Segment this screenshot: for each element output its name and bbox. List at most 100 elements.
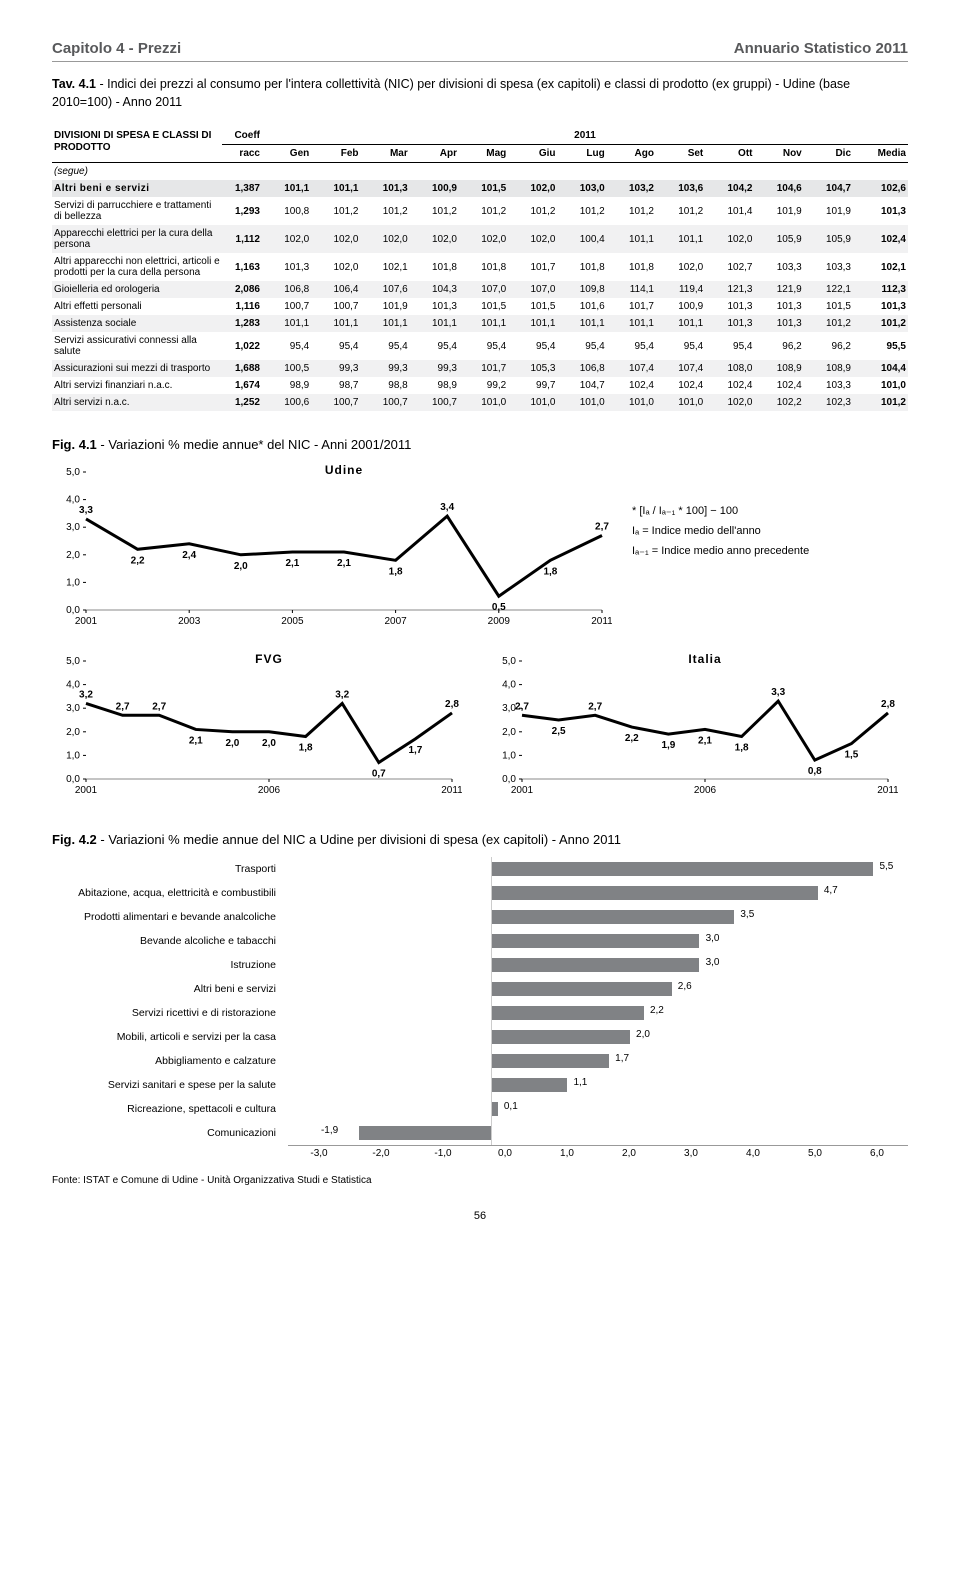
- row-coeff: 1,293: [222, 197, 262, 225]
- svg-text:2,7: 2,7: [116, 701, 130, 712]
- bar: [491, 958, 700, 972]
- cell: 99,3: [311, 360, 360, 377]
- row-label: Servizi assicurativi connessi alla salut…: [52, 332, 222, 360]
- col-month: Apr: [410, 145, 459, 163]
- bar-label: Ricreazione, spettacoli e cultura: [52, 1103, 282, 1115]
- cell: 112,3: [853, 281, 908, 298]
- bar-row: Servizi ricettivi e di ristorazione2,2: [52, 1001, 908, 1025]
- cell: 104,7: [558, 377, 607, 394]
- bar-row: Ricreazione, spettacoli e cultura0,1: [52, 1097, 908, 1121]
- bar-value: 2,2: [650, 1005, 664, 1016]
- svg-text:2006: 2006: [258, 785, 281, 796]
- table-title: Tav. 4.1 - Indici dei prezzi al consumo …: [52, 76, 908, 111]
- bar-label: Istruzione: [52, 959, 282, 971]
- row-label: Assistenza sociale: [52, 315, 222, 332]
- segue: (segue): [52, 163, 908, 181]
- cell: 101,0: [558, 394, 607, 411]
- col-year: 2011: [262, 127, 908, 145]
- cell: 106,8: [262, 281, 311, 298]
- svg-text:3,0: 3,0: [66, 522, 80, 533]
- bar-area: 3,5: [282, 909, 908, 925]
- bar: [491, 886, 818, 900]
- bar-value: 2,0: [636, 1029, 650, 1040]
- svg-text:2,0: 2,0: [225, 738, 239, 749]
- bar: [491, 934, 700, 948]
- chart-udine: 0,01,02,03,04,05,02001200320052007200920…: [52, 462, 612, 637]
- cell: 106,8: [558, 360, 607, 377]
- axis-tick: -1,0: [412, 1148, 474, 1159]
- cell: 102,0: [656, 253, 705, 281]
- svg-text:2,7: 2,7: [515, 701, 529, 712]
- cell: 101,2: [656, 197, 705, 225]
- svg-text:2001: 2001: [75, 785, 98, 796]
- cell: 100,7: [410, 394, 459, 411]
- cell: 100,7: [311, 394, 360, 411]
- row-coeff: 2,086: [222, 281, 262, 298]
- cell: 102,4: [755, 377, 804, 394]
- bar-area: 0,1: [282, 1101, 908, 1117]
- svg-text:2,7: 2,7: [588, 701, 602, 712]
- cell: 105,3: [508, 360, 557, 377]
- bar: [491, 1102, 498, 1116]
- col-division: DIVISIONI DI SPESA E CLASSI DI PRODOTTO: [52, 127, 222, 163]
- bar-value: 3,5: [740, 909, 754, 920]
- bar-row: Trasporti5,5: [52, 857, 908, 881]
- col-month: Ago: [607, 145, 656, 163]
- bar-label: Abbigliamento e calzature: [52, 1055, 282, 1067]
- cell: 102,0: [311, 225, 360, 253]
- bar: [491, 910, 734, 924]
- svg-text:2006: 2006: [694, 785, 717, 796]
- svg-text:3,3: 3,3: [771, 687, 785, 698]
- cell: 101,5: [459, 180, 508, 197]
- cell: 102,0: [410, 225, 459, 253]
- cell: 101,1: [262, 315, 311, 332]
- row-label: Apparecchi elettrici per la cura della p…: [52, 225, 222, 253]
- cell: 104,2: [705, 180, 754, 197]
- bar-label: Altri beni e servizi: [52, 983, 282, 995]
- cell: 101,2: [311, 197, 360, 225]
- row-coeff: 1,112: [222, 225, 262, 253]
- bar-chart: Trasporti5,5Abitazione, acqua, elettrici…: [52, 857, 908, 1145]
- cell: 101,2: [410, 197, 459, 225]
- svg-text:2007: 2007: [384, 616, 407, 627]
- cell: 102,0: [705, 225, 754, 253]
- bar-area: -1,9: [282, 1125, 908, 1141]
- cell: 101,3: [705, 315, 754, 332]
- cell: 104,3: [410, 281, 459, 298]
- bar-value: 3,0: [706, 957, 720, 968]
- svg-text:1,0: 1,0: [502, 750, 516, 761]
- svg-text:2001: 2001: [75, 616, 98, 627]
- svg-text:2,0: 2,0: [234, 561, 248, 572]
- cell: 102,0: [262, 225, 311, 253]
- cell: 95,4: [656, 332, 705, 360]
- cell: 101,0: [853, 377, 908, 394]
- bar-value: 5,5: [879, 861, 893, 872]
- chart-fvg: 0,01,02,03,04,05,02001200620113,22,72,72…: [52, 651, 462, 806]
- col-month: Set: [656, 145, 705, 163]
- cell: 102,0: [508, 225, 557, 253]
- bar: [491, 862, 874, 876]
- cell: 102,0: [459, 225, 508, 253]
- cell: 98,8: [361, 377, 410, 394]
- cell: 101,2: [853, 394, 908, 411]
- svg-text:2,1: 2,1: [189, 735, 203, 746]
- axis-tick: 4,0: [722, 1148, 784, 1159]
- cell: 95,4: [262, 332, 311, 360]
- cell: 101,8: [459, 253, 508, 281]
- cell: 121,3: [705, 281, 754, 298]
- cell: 100,8: [262, 197, 311, 225]
- svg-text:1,9: 1,9: [661, 740, 675, 751]
- bar-label: Bevande alcoliche e tabacchi: [52, 935, 282, 947]
- bar-area: 1,1: [282, 1077, 908, 1093]
- formula-2: Iₐ = Indice medio dell'anno: [632, 522, 809, 542]
- cell: 114,1: [607, 281, 656, 298]
- table-num: Tav. 4.1: [52, 77, 96, 91]
- bar-value: -1,9: [321, 1125, 338, 1136]
- fig41-title: Fig. 4.1 - Variazioni % medie annue* del…: [52, 437, 908, 452]
- row-coeff: 1,688: [222, 360, 262, 377]
- cell: 100,6: [262, 394, 311, 411]
- cell: 107,0: [459, 281, 508, 298]
- cell: 101,2: [361, 197, 410, 225]
- svg-text:0,8: 0,8: [808, 766, 822, 777]
- bar-area: 3,0: [282, 957, 908, 973]
